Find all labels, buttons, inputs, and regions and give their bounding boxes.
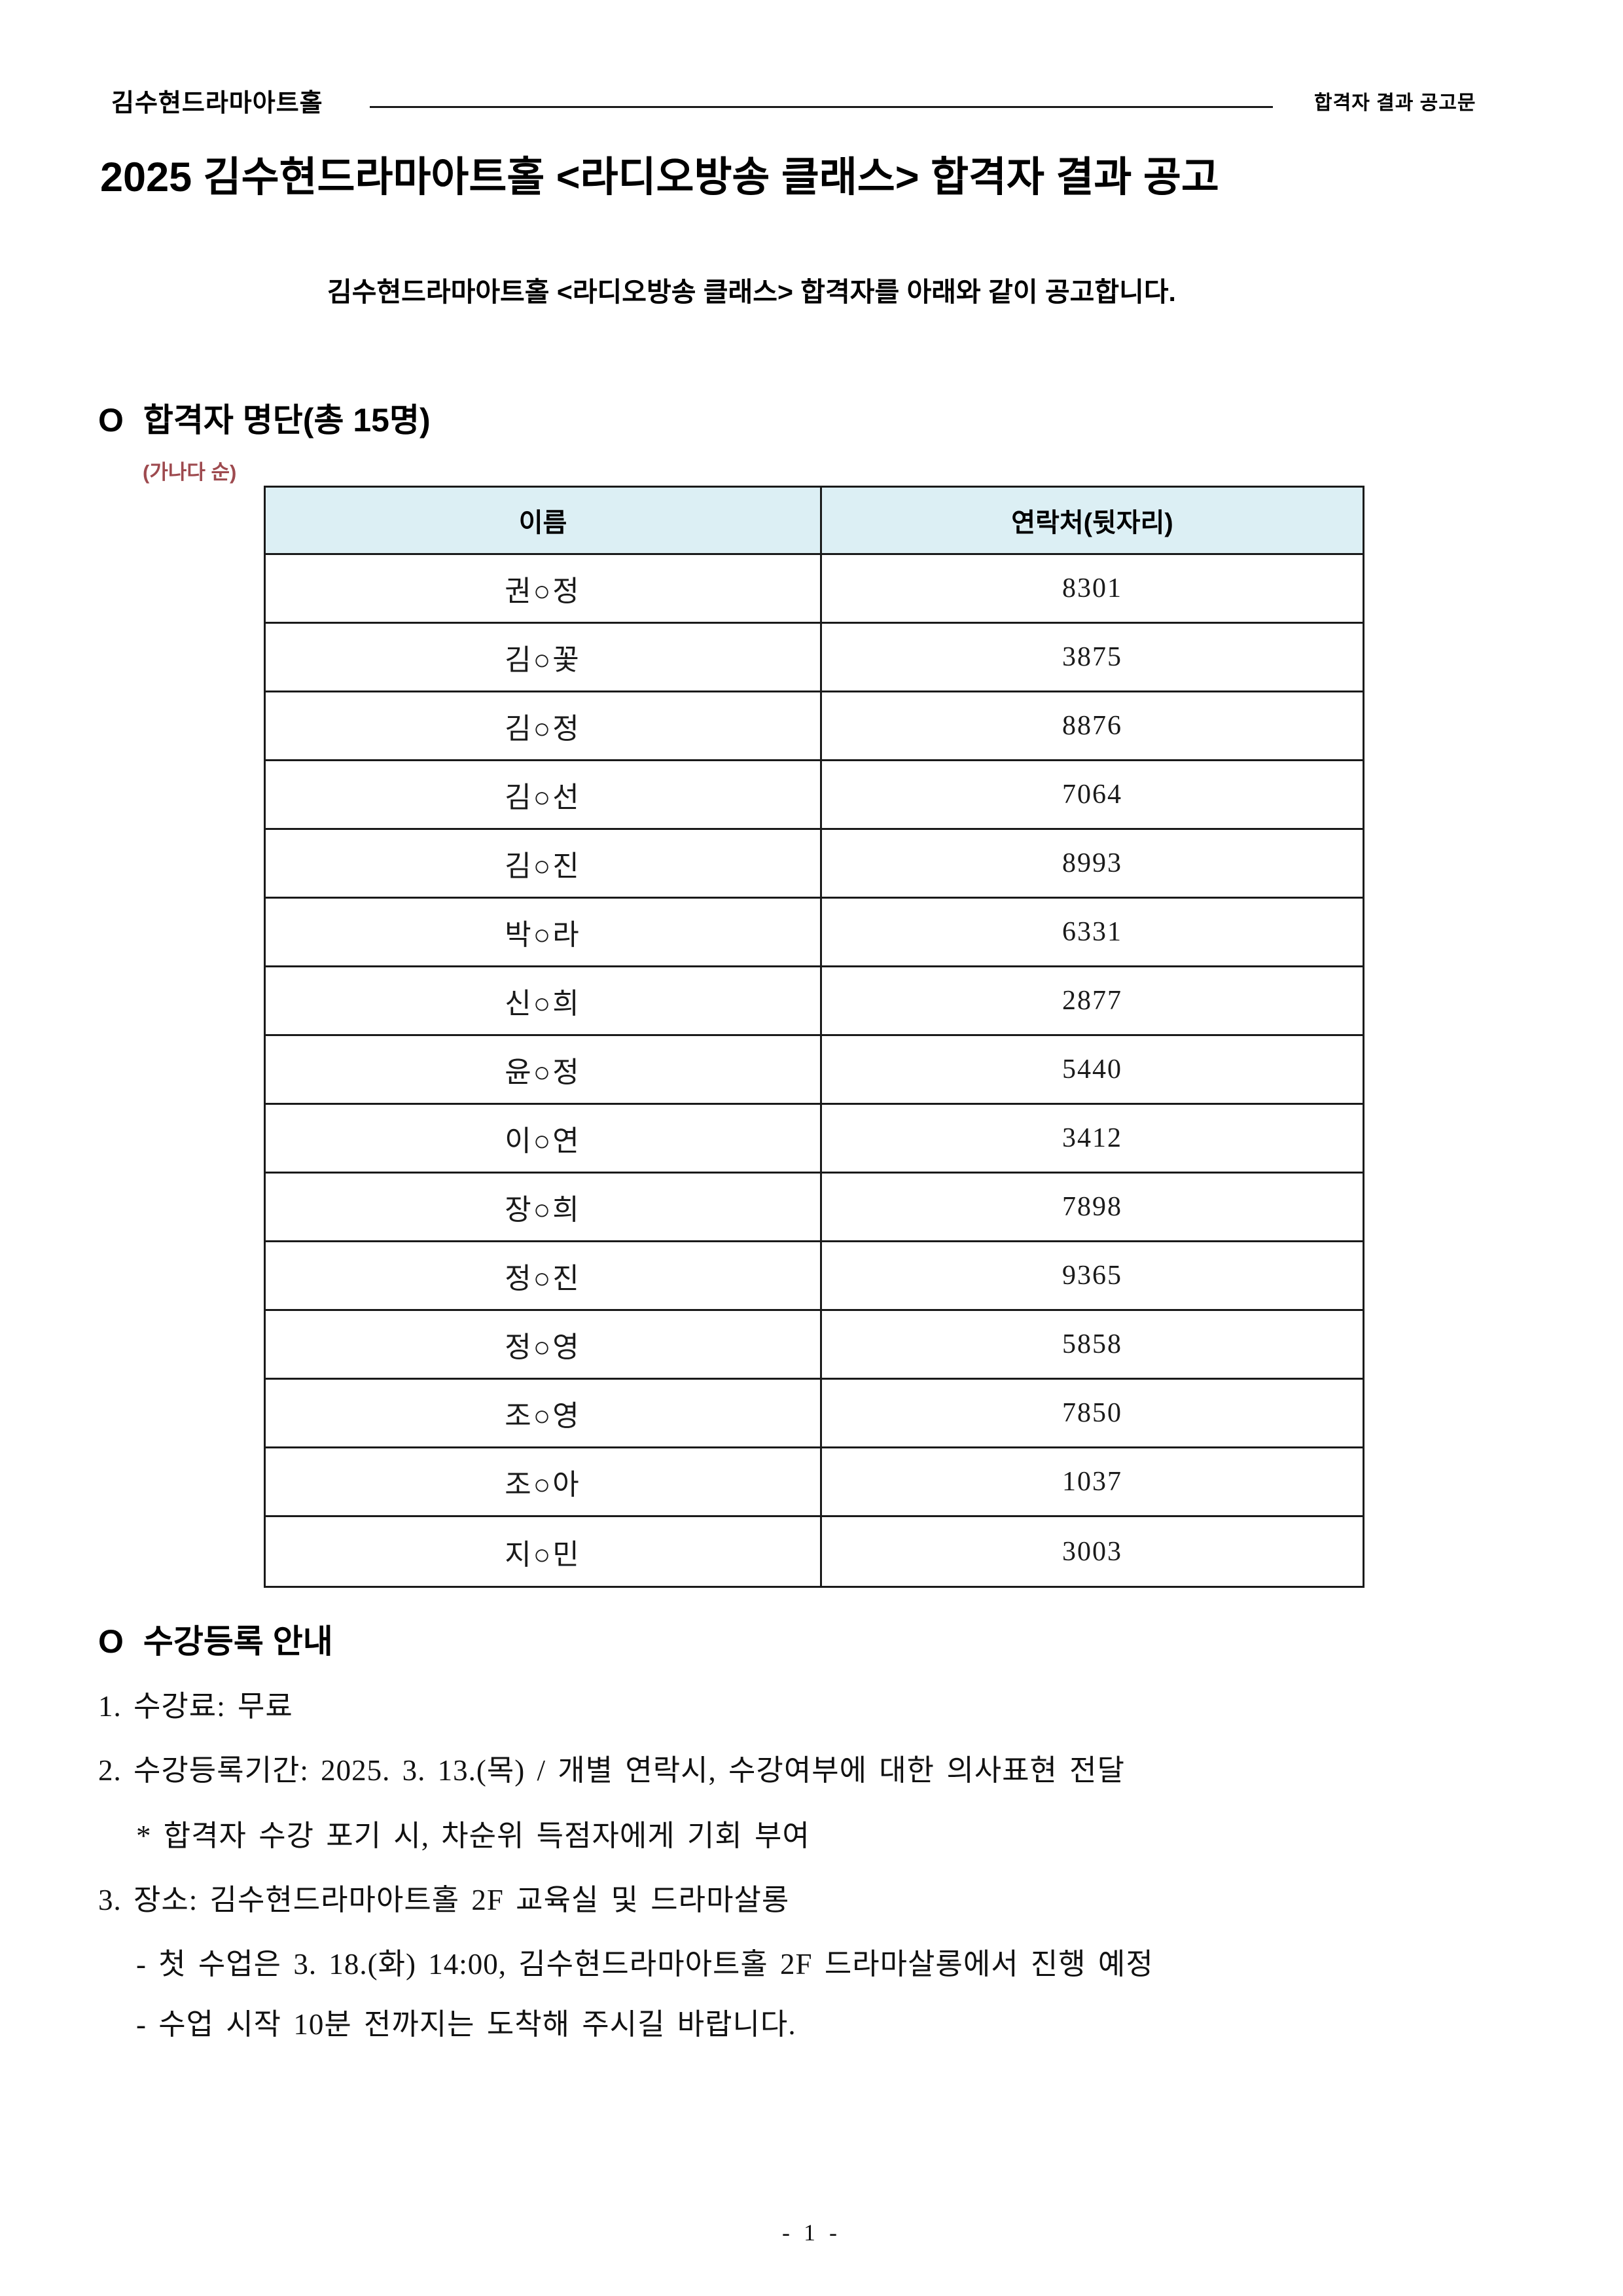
sort-order-note: (가나다 순) <box>143 461 237 484</box>
table-row: 조○아 1037 <box>266 1448 1363 1517</box>
cell-contact: 7064 <box>1062 780 1122 810</box>
header-brand: 김수현드라마아트홀 <box>111 90 323 117</box>
cell-name: 권○정 <box>266 555 822 622</box>
cell-name: 정○영 <box>266 1311 822 1378</box>
table-row: 김○정 8876 <box>266 692 1363 761</box>
cell-name: 지○민 <box>266 1517 822 1586</box>
cell-name: 김○선 <box>266 761 822 828</box>
cell-contact: 7898 <box>1062 1192 1122 1222</box>
column-header-name: 이름 <box>266 488 822 553</box>
cell-name: 김○꽃 <box>266 624 822 691</box>
document-title: 2025 김수현드라마아트홀 <라디오방송 클래스> 합격자 결과 공고 <box>100 154 1219 200</box>
table-row: 박○라 6331 <box>266 899 1363 967</box>
table-row: 신○희 2877 <box>266 967 1363 1036</box>
cell-contact: 3875 <box>1062 642 1122 672</box>
cell-name: 장○희 <box>266 1174 822 1240</box>
cell-name: 박○라 <box>266 899 822 965</box>
header-divider-line <box>370 106 1273 108</box>
table-row: 지○민 3003 <box>266 1517 1363 1586</box>
cell-name: 김○정 <box>266 692 822 759</box>
table-row: 김○선 7064 <box>266 761 1363 830</box>
section-bullet: O <box>98 1623 124 1660</box>
registration-item-sub: - 첫 수업은 3. 18.(화) 14:00, 김수현드라마아트홀 2F 드라… <box>136 1948 1154 1981</box>
cell-name: 김○진 <box>266 830 822 897</box>
registration-item: 1. 수강료: 무료 <box>98 1690 293 1723</box>
table-row: 장○희 7898 <box>266 1174 1363 1242</box>
cell-name: 신○희 <box>266 967 822 1034</box>
cell-contact: 1037 <box>1062 1467 1122 1497</box>
registration-item-note: * 합격자 수강 포기 시, 차순위 득점자에게 기회 부여 <box>136 1820 810 1852</box>
cell-contact: 3412 <box>1062 1123 1122 1153</box>
cell-name: 조○영 <box>266 1380 822 1446</box>
cell-contact: 2877 <box>1062 986 1122 1016</box>
document-subtitle: 김수현드라마아트홀 <라디오방송 클래스> 합격자를 아래와 같이 공고합니다. <box>327 277 1176 307</box>
section-pass-list-heading: O 합격자 명단(총 15명) <box>98 394 431 441</box>
table-row: 정○영 5858 <box>266 1311 1363 1380</box>
cell-name: 윤○정 <box>266 1036 822 1103</box>
table-row: 윤○정 5440 <box>266 1036 1363 1105</box>
cell-name: 정○진 <box>266 1242 822 1309</box>
registration-item: 2. 수강등록기간: 2025. 3. 13.(목) / 개별 연락시, 수강여… <box>98 1754 1125 1787</box>
cell-contact: 7850 <box>1062 1398 1122 1428</box>
cell-name: 이○연 <box>266 1105 822 1172</box>
section-heading-text: 합격자 명단(총 15명) <box>143 402 431 439</box>
table-row: 김○진 8993 <box>266 830 1363 899</box>
cell-name: 조○아 <box>266 1448 822 1515</box>
table-header-row: 이름 연락처(뒷자리) <box>266 488 1363 555</box>
cell-contact: 5440 <box>1062 1054 1122 1085</box>
cell-contact: 6331 <box>1062 917 1122 947</box>
registration-item: 3. 장소: 김수현드라마아트홀 2F 교육실 및 드라마살롱 <box>98 1884 790 1916</box>
header-doc-type: 합격자 결과 공고문 <box>1314 92 1476 114</box>
table-row: 정○진 9365 <box>266 1242 1363 1311</box>
cell-contact: 8301 <box>1062 573 1122 603</box>
table-row: 김○꽃 3875 <box>266 624 1363 692</box>
pass-list-table: 이름 연락처(뒷자리) 권○정 8301 김○꽃 3875 김○정 8876 김… <box>264 486 1364 1588</box>
cell-contact: 8993 <box>1062 848 1122 878</box>
table-row: 권○정 8301 <box>266 555 1363 624</box>
cell-contact: 5858 <box>1062 1329 1122 1359</box>
table-row: 이○연 3412 <box>266 1105 1363 1174</box>
page-number: - 1 - <box>782 2219 841 2246</box>
section-registration-heading: O 수강등록 안내 <box>98 1615 333 1662</box>
section-bullet: O <box>98 402 124 439</box>
table-row: 조○영 7850 <box>266 1380 1363 1448</box>
section-heading-text: 수강등록 안내 <box>143 1623 333 1660</box>
cell-contact: 8876 <box>1062 711 1122 741</box>
column-header-contact: 연락처(뒷자리) <box>1011 509 1173 537</box>
registration-item-sub: - 수업 시작 10분 전까지는 도착해 주시길 바랍니다. <box>136 2008 796 2041</box>
cell-contact: 3003 <box>1062 1536 1122 1567</box>
cell-contact: 9365 <box>1062 1261 1122 1291</box>
